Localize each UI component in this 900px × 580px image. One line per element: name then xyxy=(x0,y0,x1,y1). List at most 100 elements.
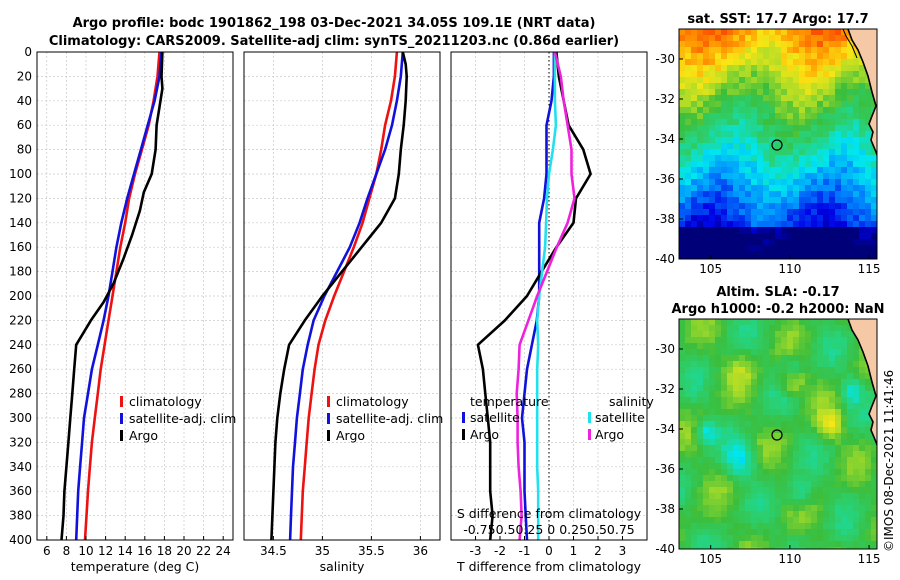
map-cell xyxy=(685,493,692,500)
map-cell xyxy=(697,535,704,542)
map-cell xyxy=(751,179,758,186)
map-cell xyxy=(685,245,692,252)
map-cell xyxy=(745,529,752,536)
map-cell xyxy=(775,47,782,54)
lon-label: 115 xyxy=(858,552,881,566)
map-cell xyxy=(709,349,716,356)
map-cell xyxy=(685,143,692,150)
map-cell xyxy=(679,239,686,246)
map-cell xyxy=(757,95,764,102)
map-cell xyxy=(781,167,788,174)
map-cell xyxy=(691,35,698,42)
map-cell xyxy=(739,89,746,96)
map-cell xyxy=(727,233,734,240)
map-cell xyxy=(733,355,740,362)
map-cell xyxy=(787,421,794,428)
map-cell xyxy=(697,487,704,494)
map-cell xyxy=(751,239,758,246)
map-cell xyxy=(727,203,734,210)
map-cell xyxy=(817,331,824,338)
map-cell xyxy=(775,535,782,542)
map-cell xyxy=(769,469,776,476)
map-cell xyxy=(739,107,746,114)
map-cell xyxy=(817,385,824,392)
map-cell xyxy=(685,155,692,162)
map-cell xyxy=(799,107,806,114)
map-cell xyxy=(775,439,782,446)
map-cell xyxy=(829,215,836,222)
lat-label: -36 xyxy=(655,172,675,186)
map-cell xyxy=(697,65,704,72)
map-cell xyxy=(757,451,764,458)
map-cell xyxy=(685,337,692,344)
map-cell xyxy=(691,517,698,524)
map-cell xyxy=(763,391,770,398)
map-cell xyxy=(685,53,692,60)
map-cell xyxy=(793,221,800,228)
map-cell xyxy=(757,457,764,464)
map-cell xyxy=(847,203,854,210)
map-cell xyxy=(697,367,704,374)
map-cell xyxy=(811,367,818,374)
map-cell xyxy=(823,523,830,530)
map-cell xyxy=(727,131,734,138)
map-cell xyxy=(817,215,824,222)
map-cell xyxy=(763,47,770,54)
map-cell xyxy=(691,227,698,234)
map-cell xyxy=(757,331,764,338)
map-cell xyxy=(685,233,692,240)
map-cell xyxy=(847,101,854,108)
legend-swatch-t-satellite xyxy=(462,412,465,423)
map-cell xyxy=(805,529,812,536)
map-cell xyxy=(727,101,734,108)
map-cell xyxy=(805,185,812,192)
map-cell xyxy=(799,361,806,368)
map-cell xyxy=(727,517,734,524)
legend-swatch-satellite xyxy=(327,413,330,424)
map-cell xyxy=(685,367,692,374)
map-cell xyxy=(745,475,752,482)
map-cell xyxy=(727,349,734,356)
map-cell xyxy=(757,505,764,512)
map-cell xyxy=(799,47,806,54)
map-cell xyxy=(751,47,758,54)
map-cell xyxy=(835,191,842,198)
map-cell xyxy=(829,463,836,470)
map-cell xyxy=(769,65,776,72)
map-cell xyxy=(703,511,710,518)
map-cell xyxy=(781,83,788,90)
map-cell xyxy=(703,143,710,150)
map-cell xyxy=(811,481,818,488)
map-cell xyxy=(715,89,722,96)
sst-map-frame xyxy=(678,28,878,260)
map-cell xyxy=(805,421,812,428)
map-cell xyxy=(715,451,722,458)
map-cell xyxy=(829,47,836,54)
map-cell xyxy=(823,487,830,494)
map-cell xyxy=(745,215,752,222)
map-cell xyxy=(793,481,800,488)
map-cell xyxy=(865,499,872,506)
lon-label: 115 xyxy=(858,262,881,276)
map-cell xyxy=(685,203,692,210)
map-cell xyxy=(853,463,860,470)
map-cell xyxy=(679,161,686,168)
map-cell xyxy=(865,463,872,470)
map-cell xyxy=(703,239,710,246)
map-cell xyxy=(829,433,836,440)
map-cell xyxy=(715,523,722,530)
map-cell xyxy=(853,379,860,386)
map-cell xyxy=(739,245,746,252)
map-cell xyxy=(679,95,686,102)
map-cell xyxy=(709,179,716,186)
y-tick-label: 360 xyxy=(9,484,32,498)
map-cell xyxy=(799,343,806,350)
map-cell xyxy=(841,385,848,392)
map-cell xyxy=(727,415,734,422)
map-cell xyxy=(781,487,788,494)
map-cell xyxy=(865,161,872,168)
map-cell xyxy=(739,487,746,494)
map-cell xyxy=(805,113,812,120)
x-tick-label: 12 xyxy=(98,544,113,558)
map-cell xyxy=(763,511,770,518)
